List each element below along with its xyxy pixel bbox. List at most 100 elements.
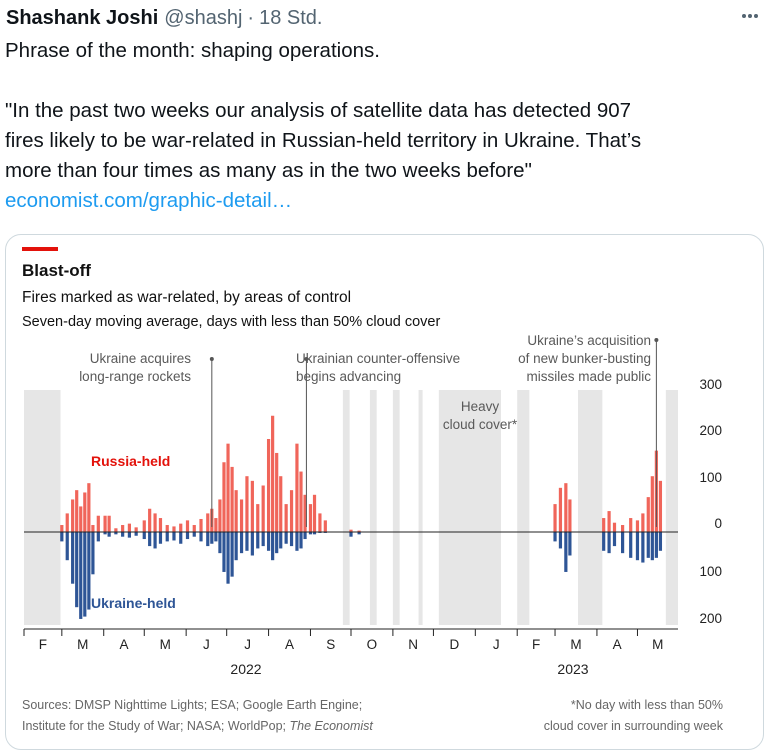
annotation-missiles: Ukraine’s acquisition <box>527 333 651 348</box>
russia-held-bar <box>199 518 203 532</box>
footnote-text: cloud cover in surrounding week <box>544 719 724 733</box>
cloud-cover-band <box>392 390 400 625</box>
ukraine-held-bar <box>641 532 645 563</box>
russia-held-bar <box>158 518 163 532</box>
russia-held-bar <box>172 526 176 532</box>
russia-held-bar <box>87 483 91 532</box>
x-tick-label: M <box>160 637 171 652</box>
author-handle[interactable]: @shashj <box>164 6 243 29</box>
ukraine-held-bar <box>192 532 196 537</box>
y-tick-label: 0 <box>714 516 722 531</box>
ukraine-held-bar <box>620 532 625 554</box>
tweet-text: Phrase of the month: shaping operations.… <box>5 36 770 216</box>
ukraine-held-bar <box>165 532 169 542</box>
ukraine-held-bar <box>299 532 303 549</box>
russia-held-bar <box>312 494 317 532</box>
tweet-quote-line: "In the past two weeks our analysis of s… <box>5 99 632 122</box>
russia-held-bar <box>558 487 563 532</box>
blast-off-chart: Blast-off Fires marked as war-related, b… <box>22 247 724 733</box>
russia-held-bar <box>256 504 260 532</box>
article-link[interactable]: economist.com/graphic-detail… <box>5 189 293 212</box>
russia-held-bar <box>114 528 118 532</box>
ukraine-held-label: Ukraine-held <box>91 595 176 611</box>
tweet-line: Phrase of the month: shaping operations. <box>5 39 380 62</box>
russia-held-bar <box>103 515 107 532</box>
ukraine-held-bar <box>303 532 307 540</box>
figure-subtitle-2: Seven-day moving average, days with less… <box>22 314 440 330</box>
ukraine-held-bar <box>239 532 244 554</box>
ukraine-held-bar <box>553 532 557 542</box>
russia-held-bar <box>79 506 83 532</box>
x-tick-label: J <box>244 637 251 652</box>
annotation-marker <box>304 357 309 361</box>
russia-held-bar <box>148 508 152 532</box>
russia-held-bar <box>91 525 95 532</box>
ukraine-held-bar <box>153 532 157 549</box>
russia-held-bar <box>206 513 210 532</box>
figure-title: Blast-off <box>22 261 91 280</box>
russia-held-bar <box>284 504 288 532</box>
russia-held-bar <box>553 504 557 532</box>
ukraine-held-bar <box>65 532 69 561</box>
chart-image[interactable]: Blast-off Fires marked as war-related, b… <box>5 234 764 750</box>
ukraine-held-bar <box>134 532 138 536</box>
ukraine-held-bar <box>284 532 288 544</box>
ukraine-held-bar <box>230 532 234 577</box>
russia-held-bar <box>245 476 249 532</box>
russia-held-bar <box>226 443 230 532</box>
russia-held-bar <box>222 462 226 532</box>
russia-held-bar <box>261 485 265 532</box>
tweet-header: Shashank Joshi @shashj · 18 Std. <box>6 5 322 31</box>
ukraine-held-bar <box>179 532 183 544</box>
ukraine-held-bar <box>635 532 640 561</box>
ukraine-held-bar <box>295 532 299 551</box>
tweet-time[interactable]: 18 Std. <box>259 6 323 29</box>
russia-held-bar <box>250 480 254 532</box>
cloud-cover-band <box>517 390 530 625</box>
russia-held-bar <box>646 497 650 532</box>
annotation-missiles: of new bunker-busting <box>518 351 651 366</box>
ukraine-held-bar <box>234 532 238 561</box>
ukraine-held-bar <box>226 532 230 584</box>
russia-held-bar <box>185 520 190 532</box>
annotation-counter-offensive: Ukrainian counter-offensive <box>296 351 460 366</box>
x-tick-label: A <box>285 637 294 652</box>
ukraine-held-bar <box>250 532 254 556</box>
x-tick-label: J <box>203 637 210 652</box>
ukraine-held-bar <box>206 532 210 547</box>
more-dots-icon[interactable] <box>737 6 763 26</box>
ukraine-held-bar <box>629 532 633 558</box>
ukraine-held-bar <box>199 532 203 542</box>
year-label-2023: 2023 <box>557 661 588 677</box>
russia-held-bar <box>641 513 645 532</box>
ukraine-held-bar <box>256 532 260 549</box>
ukraine-held-bar <box>148 532 152 547</box>
ukraine-held-bar <box>210 532 214 544</box>
ukraine-held-bar <box>83 532 87 617</box>
y-tick-label: 200 <box>699 611 722 626</box>
ukraine-held-bar <box>271 532 275 561</box>
russia-held-bar <box>234 490 238 532</box>
cloud-cover-band <box>438 390 501 625</box>
y-tick-label: 100 <box>699 470 722 485</box>
russia-held-bar <box>607 511 611 532</box>
ukraine-held-bar <box>218 532 222 554</box>
x-tick-label: S <box>326 637 335 652</box>
year-label-2022: 2022 <box>230 661 261 677</box>
russia-held-bar <box>323 520 327 532</box>
russia-held-bar <box>308 504 313 532</box>
russia-held-bar <box>75 490 79 532</box>
ukraine-held-bar <box>658 532 663 551</box>
annotation-rockets: Ukraine acquires <box>90 351 192 366</box>
x-tick-label: A <box>119 637 128 652</box>
russia-held-bar <box>279 476 283 532</box>
tweet-quote-line: more than four times as many as in the t… <box>5 159 532 182</box>
ukraine-held-bar <box>261 532 265 547</box>
ukraine-held-bar <box>646 532 650 558</box>
russia-held-bar <box>318 513 322 532</box>
ukraine-held-bar <box>607 532 611 554</box>
russia-held-bar <box>275 452 279 532</box>
russia-held-bar <box>568 499 572 532</box>
author-name[interactable]: Shashank Joshi <box>6 6 159 29</box>
x-tick-label: J <box>493 637 500 652</box>
